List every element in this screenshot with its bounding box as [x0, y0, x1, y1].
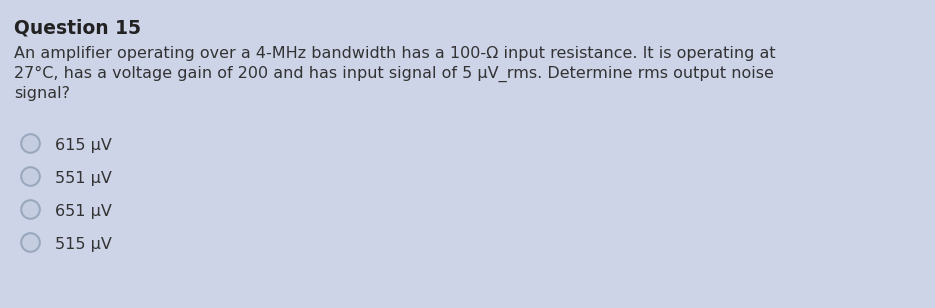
- Text: 515 μV: 515 μV: [55, 237, 112, 252]
- Text: An amplifier operating over a 4-MHz bandwidth has a 100-Ω input resistance. It i: An amplifier operating over a 4-MHz band…: [14, 46, 776, 61]
- Text: Question 15: Question 15: [14, 18, 141, 37]
- Text: 651 μV: 651 μV: [55, 204, 112, 219]
- Point: [22, 140, 37, 145]
- Point: [22, 240, 37, 245]
- Text: 551 μV: 551 μV: [55, 171, 112, 186]
- Point: [22, 173, 37, 178]
- Text: 27°C, has a voltage gain of 200 and has input signal of 5 μV_rms. Determine rms : 27°C, has a voltage gain of 200 and has …: [14, 66, 774, 82]
- Text: signal?: signal?: [14, 86, 70, 101]
- Point: [22, 207, 37, 212]
- Text: 615 μV: 615 μV: [55, 138, 112, 153]
